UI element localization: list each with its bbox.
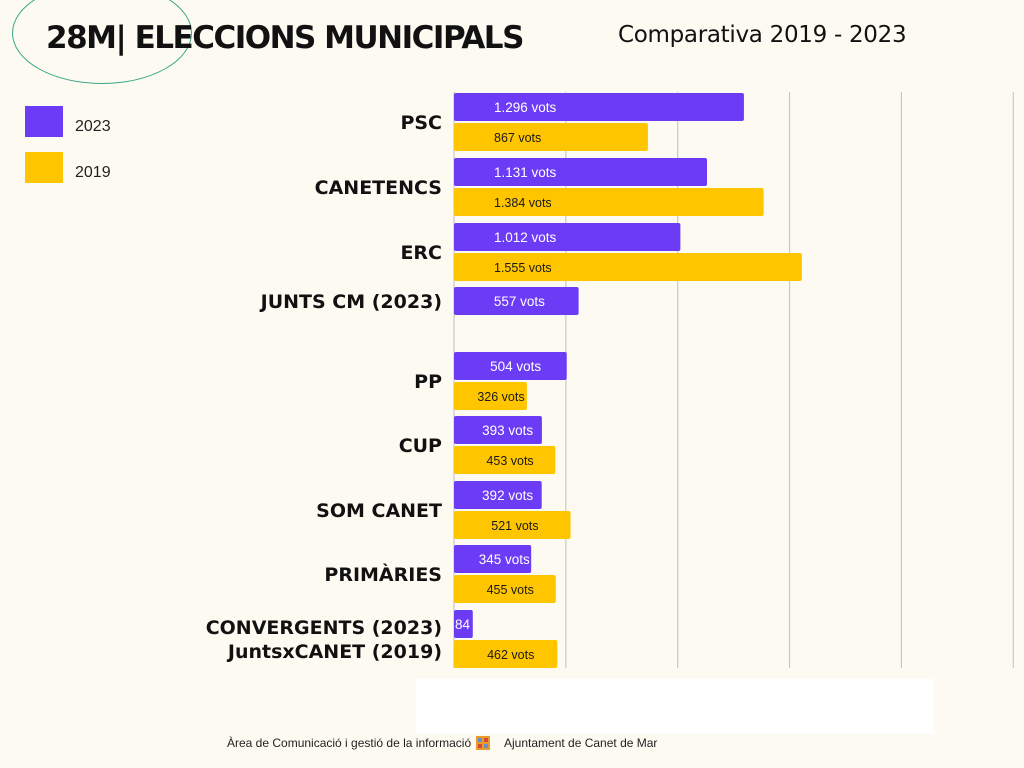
data-label: 867 vots <box>494 131 541 145</box>
bar-2019 <box>454 446 556 474</box>
category-label: PP <box>414 371 442 393</box>
bar-2019 <box>454 575 556 603</box>
category-label: SOM CANET <box>316 500 442 522</box>
legend-swatch-2023 <box>25 106 63 137</box>
page-title: 28M| ELECCIONS MUNICIPALS <box>46 20 524 56</box>
data-label: 392 vots <box>482 488 533 503</box>
footer-department: Àrea de Comunicació i gestió de la infor… <box>227 736 472 750</box>
data-label: 1.384 vots <box>494 196 552 210</box>
data-label: 84 <box>455 617 471 632</box>
data-label: 393 vots <box>482 423 533 438</box>
category-label: ERC <box>400 242 442 264</box>
legend-swatch-2019 <box>25 152 63 183</box>
legend-item-2023: 2023 <box>25 106 175 138</box>
bar-2023 <box>454 158 708 186</box>
data-label: 326 vots <box>477 390 524 404</box>
category-label: PRIMÀRIES <box>324 563 442 586</box>
page-subtitle: Comparativa 2019 - 2023 <box>618 22 907 48</box>
data-label: 504 vots <box>490 359 541 374</box>
bar-2019 <box>454 511 571 539</box>
bar-2023 <box>454 93 744 121</box>
data-label: 1.296 vots <box>494 100 557 115</box>
bar-2019 <box>454 123 648 151</box>
bar-2023 <box>454 545 532 573</box>
footer-institution: Ajuntament de Canet de Mar <box>504 736 658 750</box>
bar-2019 <box>454 253 802 281</box>
data-label: 1.012 vots <box>494 230 557 245</box>
bar-2019 <box>454 382 527 410</box>
data-label: 1.131 vots <box>494 165 557 180</box>
legend-item-2019: 2019 <box>25 152 175 184</box>
bar-2023 <box>454 481 542 509</box>
category-label: CONVERGENTS (2023) <box>206 617 442 639</box>
bar-2023 <box>454 223 681 251</box>
bar-2023 <box>454 352 567 380</box>
data-label: 345 vots <box>479 552 530 567</box>
bar-2023 <box>454 416 542 444</box>
data-label: 521 vots <box>491 519 538 533</box>
category-label: JUNTS CM (2023) <box>259 291 442 313</box>
bar-2019 <box>454 640 558 668</box>
category-label: CANETENCS <box>315 177 442 199</box>
blank-panel <box>416 679 934 734</box>
header: 28M| ELECCIONS MUNICIPALS <box>0 0 560 90</box>
legend-label-2023: 2023 <box>75 118 111 135</box>
data-label: 453 vots <box>486 454 533 468</box>
bar-2023 <box>454 287 579 315</box>
data-label: 1.555 vots <box>494 261 552 275</box>
bar-2019 <box>454 188 764 216</box>
data-label: 462 vots <box>487 648 534 662</box>
data-label: 557 vots <box>494 294 545 309</box>
category-label: CUP <box>399 435 442 457</box>
municipal-shield-icon <box>476 736 490 750</box>
data-label: 455 vots <box>487 583 534 597</box>
category-label: PSC <box>400 112 442 134</box>
bar-2023 <box>454 610 473 638</box>
legend-label-2019: 2019 <box>75 164 111 181</box>
category-label: JuntsxCANET (2019) <box>226 641 442 663</box>
